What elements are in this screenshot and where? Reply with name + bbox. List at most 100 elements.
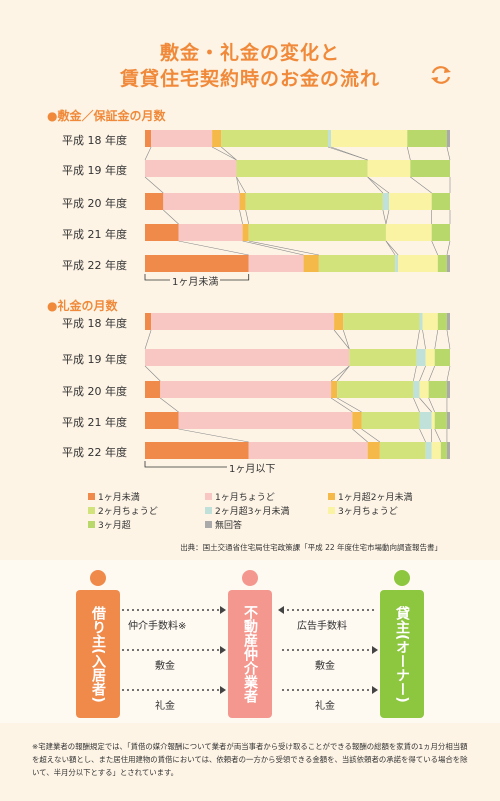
connector-line [144, 329, 152, 350]
stacked-bar-charts [144, 130, 451, 468]
bar-segment [178, 224, 243, 241]
connector-line [419, 365, 426, 382]
connector-line [431, 240, 439, 256]
connector-line [361, 428, 381, 443]
legend-label: 3ヶ月超 [98, 521, 131, 531]
legend-item: 1ヶ月超2ヶ月未満 [328, 490, 412, 503]
connector-line [446, 146, 451, 161]
legend-label: 2ヶ月超3ヶ月未満 [215, 507, 290, 517]
bar-segment [440, 442, 447, 459]
landlord-figure: 貸主(オーナー) [380, 570, 424, 718]
bar-segment [431, 412, 435, 429]
connector-line [221, 146, 237, 161]
connector-line [245, 209, 249, 225]
connector-line [352, 428, 368, 443]
tenant-figure: 借り主(入居者) [76, 570, 120, 718]
legend-label: 1ヶ月超2ヶ月未満 [338, 493, 413, 503]
bar-segment [407, 130, 447, 147]
bar-segment [385, 224, 432, 241]
connector-line [416, 329, 420, 350]
connector-line [446, 240, 451, 256]
bar-segment [382, 193, 389, 210]
bar-segment [221, 130, 328, 147]
bar-segment [145, 224, 179, 241]
cycle-icon [431, 66, 451, 84]
connector-line [413, 397, 420, 413]
bar-segment [248, 224, 386, 241]
bar-segment [425, 442, 432, 459]
connector-line [385, 209, 390, 225]
connector-line [434, 428, 442, 443]
arrow-label-reikin-left: 礼金 [155, 701, 175, 712]
page-title-line1: 敷金・礼金の変化と [159, 42, 340, 64]
legend-item: 2ヶ月超3ヶ月未満 [205, 504, 289, 517]
agent-head-icon [242, 570, 258, 586]
bar-segment [413, 381, 420, 398]
bar-segment [331, 381, 338, 398]
legend-item: 無回答 [205, 518, 242, 531]
bar-segment [446, 412, 450, 429]
footnote: ※宅建業者の報酬規定では、「賃借の媒介報酬について業者が両当事者から受け取ること… [32, 742, 468, 777]
bar-segment [446, 442, 450, 459]
legend-item: 1ヶ月ちょうど [205, 490, 275, 503]
legend-swatch [88, 493, 95, 500]
bar-segment [337, 381, 414, 398]
bar-segment [248, 442, 368, 459]
arrow-label-deposit-right: 敷金 [315, 661, 335, 672]
bar-segment [151, 130, 213, 147]
legend-item: 1ヶ月未満 [88, 490, 140, 503]
bar-segment [145, 313, 152, 330]
connector-line [163, 209, 179, 225]
bar-segment [163, 193, 240, 210]
bar-segment [331, 130, 408, 147]
connector-line [330, 397, 353, 413]
bar-segment [303, 255, 319, 272]
connector-line [367, 176, 384, 194]
bar-segment [431, 224, 450, 241]
category-label: 平成 20 年度 [62, 385, 127, 398]
legend-swatch [205, 521, 212, 528]
legend-label: 2ヶ月ちょうど [98, 507, 158, 517]
bar-segment [160, 381, 332, 398]
category-label: 平成 18 年度 [62, 317, 127, 330]
bar-segment [419, 381, 429, 398]
deposit-section-title: ●敷金／保証金の月数 [47, 109, 166, 123]
bar-segment [446, 130, 450, 147]
bar-segment [145, 442, 249, 459]
bar-segment [145, 193, 164, 210]
connector-line [236, 176, 246, 194]
bar-segment [431, 193, 450, 210]
bar-segment [151, 313, 335, 330]
legend-item: 3ヶ月超 [88, 518, 131, 531]
bar-segment [178, 412, 353, 429]
bar-segment [425, 349, 435, 366]
deposit-marker-label: 1ヶ月未満 [170, 273, 221, 288]
bar-segment [245, 193, 383, 210]
connector-line [410, 176, 432, 194]
bar-segment [446, 255, 450, 272]
bar-segment [389, 193, 432, 210]
connector-line [248, 240, 319, 256]
connector-line [422, 329, 426, 350]
bar-segment [446, 313, 450, 330]
category-label: 平成 22 年度 [62, 259, 127, 272]
connector-line [385, 240, 399, 256]
landlord-label: 貸主(オーナー) [380, 590, 424, 718]
bar-segment [410, 160, 450, 177]
legend-label: 1ヶ月ちょうど [215, 493, 275, 503]
connector-line [446, 365, 451, 382]
bar-segment [395, 255, 399, 272]
bar-segment [367, 160, 411, 177]
agent-figure: 不動産仲介業者 [228, 570, 272, 718]
bar-segment [367, 442, 380, 459]
bar-segment [434, 412, 447, 429]
connector-line [367, 176, 390, 194]
category-label: 平成 20 年度 [62, 197, 127, 210]
bar-segment [239, 193, 246, 210]
bar-segment [419, 412, 432, 429]
bar-segment [318, 255, 396, 272]
bar-segment [334, 313, 344, 330]
connector-line [385, 240, 396, 256]
page-title-line2: 賃貸住宅契約時のお金の流れ [119, 68, 380, 90]
